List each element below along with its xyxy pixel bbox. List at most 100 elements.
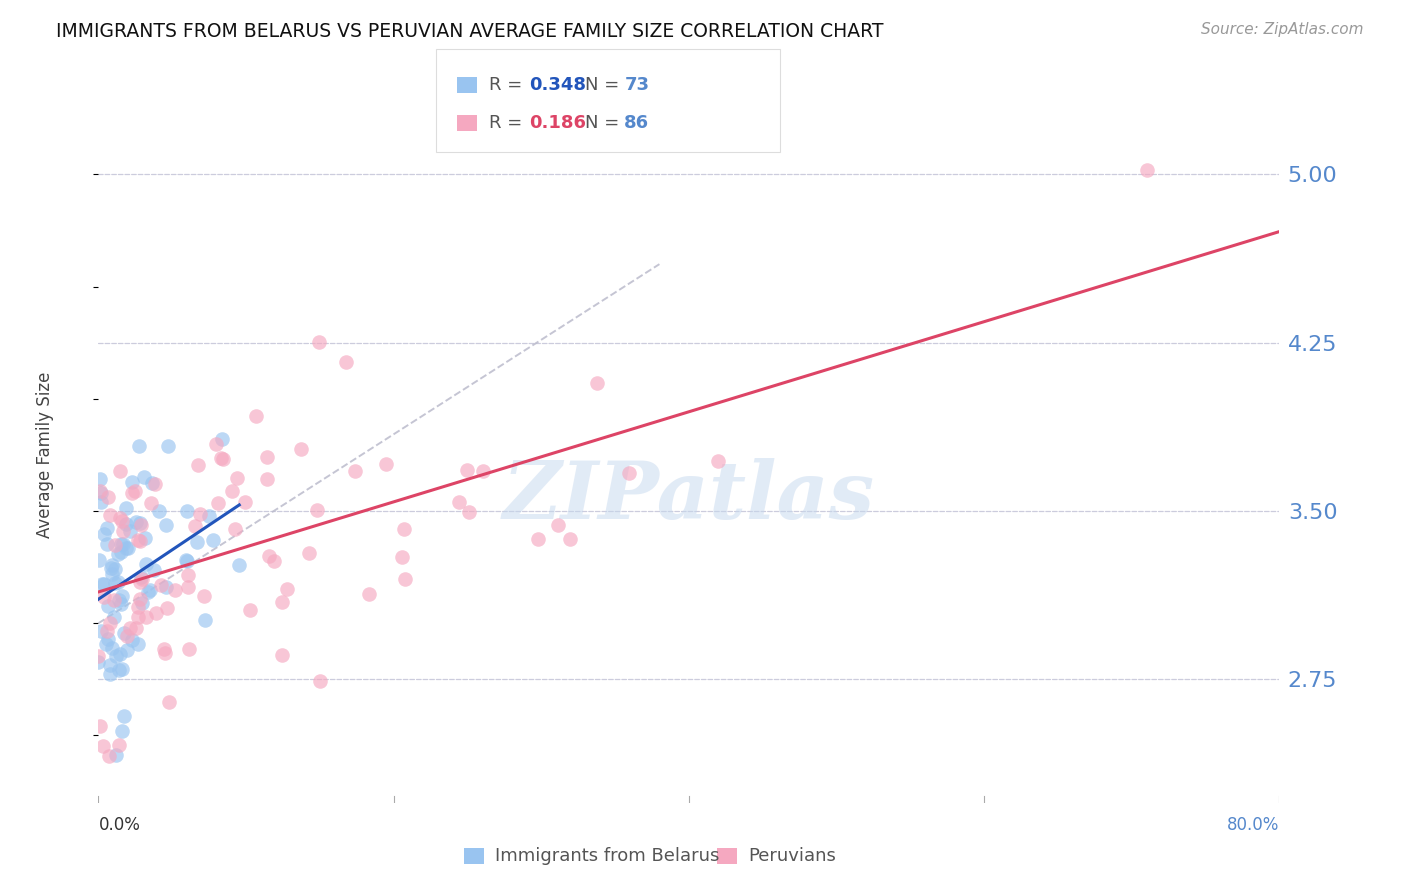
Point [98,616,121,631]
Point [108,647,131,661]
Point [150,577,173,591]
Point [155,646,177,660]
Text: 73: 73 [624,76,650,94]
Point [305,503,328,517]
Point [131,572,153,586]
Point [233,494,256,508]
Point [174,553,197,567]
Text: R =: R = [489,76,523,94]
Point [176,567,198,582]
Text: N =: N = [585,114,619,132]
Point [221,484,243,499]
Point [104,538,127,552]
Point [165,583,187,598]
Point [89,553,111,567]
Point [176,554,198,568]
Point [112,626,135,640]
Point [129,516,152,531]
Point [127,637,149,651]
Point [132,470,155,484]
Point [131,517,153,532]
Point [91,577,114,591]
Point [108,465,131,479]
Point [547,518,569,533]
Point [121,486,143,500]
Point [143,476,166,491]
Point [308,334,330,349]
Point [157,439,180,453]
Point [111,589,134,603]
Point [138,582,160,597]
Point [90,624,112,638]
Point [129,591,152,606]
Point [94,636,117,650]
Point [239,602,262,616]
Point [309,673,332,688]
Point [125,621,148,635]
Point [211,432,233,446]
Point [263,554,285,568]
Point [134,531,156,545]
Point [456,463,478,477]
Point [127,600,149,615]
Point [101,567,124,582]
Point [392,522,415,536]
Point [139,496,162,510]
Point [96,537,118,551]
Point [110,514,132,528]
Point [290,442,312,457]
Point [110,597,132,611]
Point [391,549,413,564]
Text: ZIPatlas: ZIPatlas [503,458,875,535]
Point [374,457,396,471]
Point [148,504,170,518]
Point [136,585,159,599]
Point [256,472,278,486]
Point [98,657,121,672]
Point [155,580,177,594]
Point [224,522,246,536]
Point [101,641,124,656]
Point [108,663,131,677]
Point [107,738,129,752]
Point [107,575,129,590]
Text: R =: R = [489,114,523,132]
Text: IMMIGRANTS FROM BELARUS VS PERUVIAN AVERAGE FAMILY SIZE CORRELATION CHART: IMMIGRANTS FROM BELARUS VS PERUVIAN AVER… [56,22,884,41]
Point [93,590,115,604]
Point [129,569,152,583]
Point [187,458,209,472]
Point [135,609,157,624]
Point [98,667,121,681]
Point [145,606,167,620]
Point [209,450,232,465]
Point [115,628,138,642]
Point [245,409,267,423]
Point [707,453,730,467]
Text: Peruvians: Peruvians [748,847,835,865]
Point [115,516,138,531]
Point [112,708,135,723]
Point [110,510,132,524]
Point [93,576,115,591]
Point [97,749,120,764]
Point [90,495,112,509]
Point [89,719,111,733]
Point [204,437,226,451]
Point [449,495,471,509]
Point [141,476,163,491]
Point [1135,162,1157,177]
Point [271,595,294,609]
Point [128,439,150,453]
Text: 0.348: 0.348 [529,76,586,94]
Point [127,610,149,624]
Point [105,748,128,763]
Point [112,537,135,551]
Point [124,484,146,499]
Point [114,541,136,555]
Point [211,451,233,466]
Point [90,486,112,500]
Point [121,475,143,490]
Point [276,582,298,596]
Point [585,376,607,391]
Point [97,490,120,504]
